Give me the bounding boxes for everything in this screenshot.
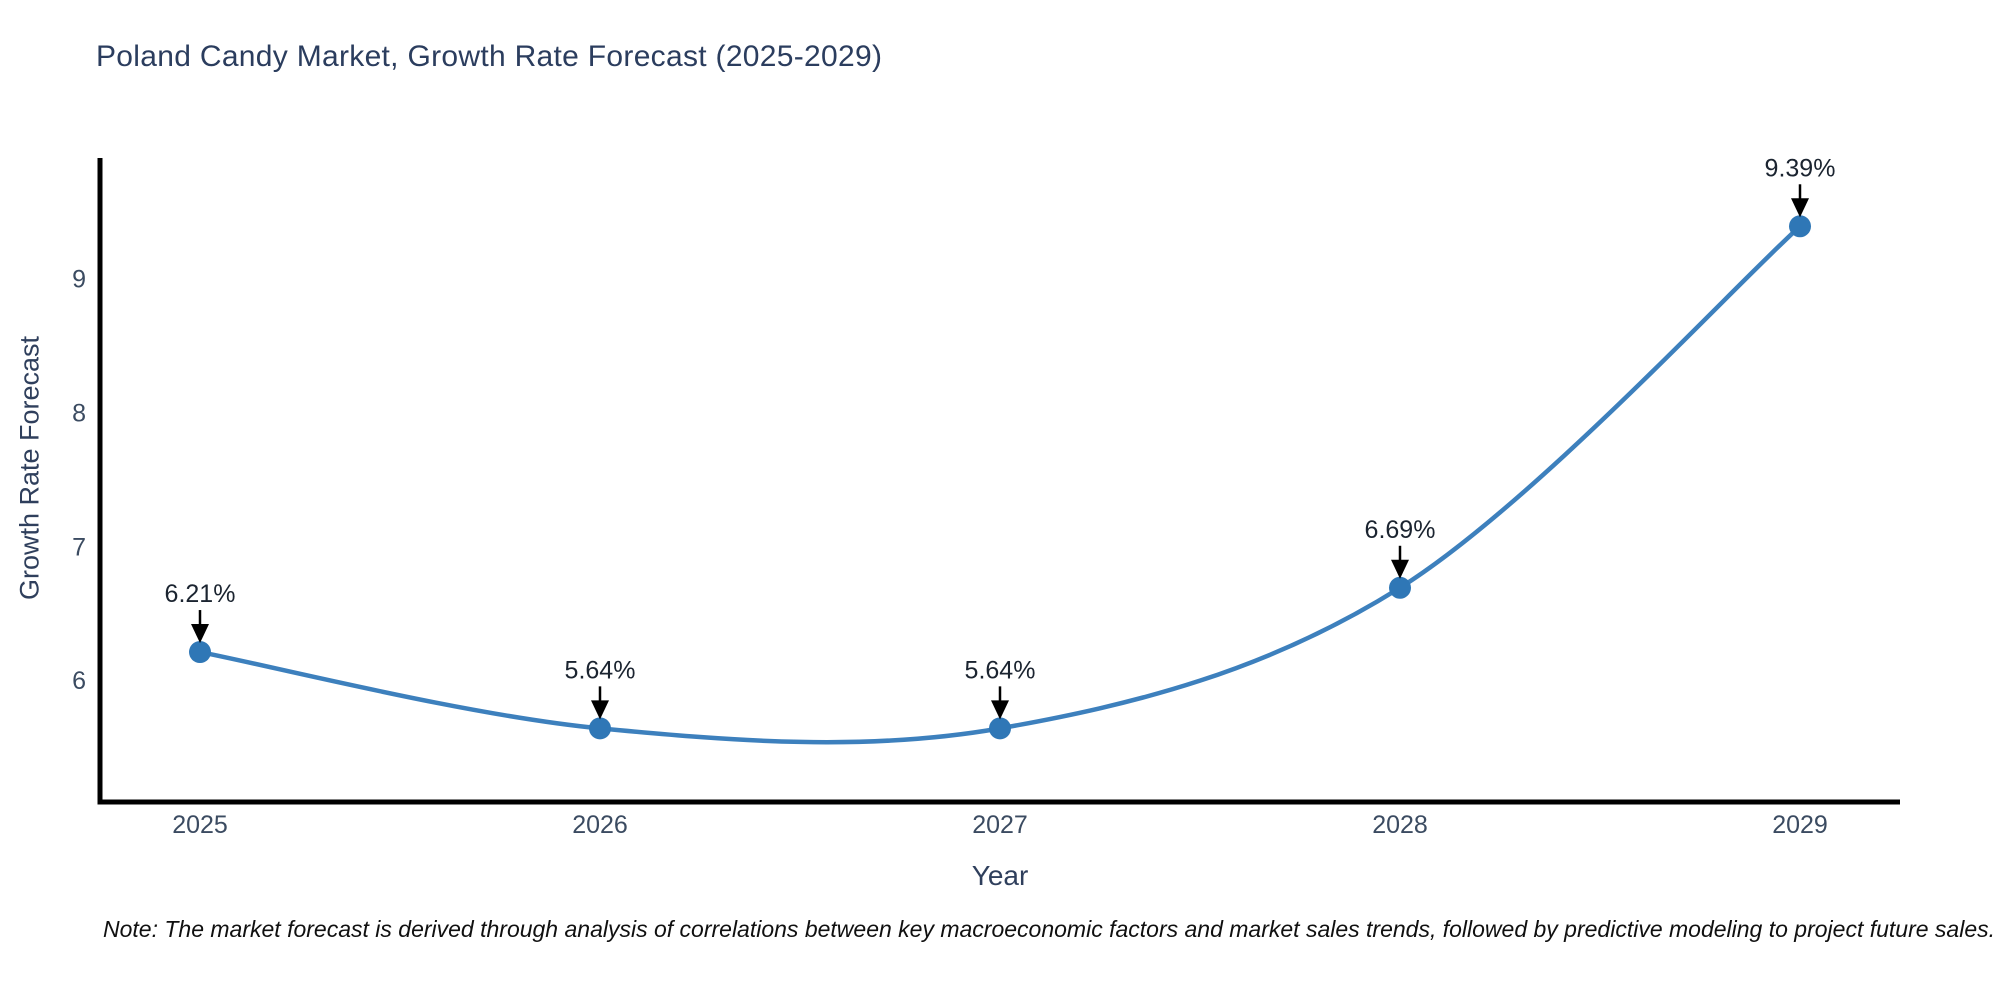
x-tick-label: 2028 (1372, 811, 1428, 839)
y-tick-label: 7 (72, 533, 86, 561)
x-tick-label: 2027 (972, 811, 1028, 839)
x-tick-label: 2029 (1772, 811, 1828, 839)
y-tick-label: 9 (72, 265, 86, 293)
data-point-marker (1389, 576, 1411, 599)
annotation-arrowhead (1791, 198, 1809, 218)
x-axis-title: Year (971, 860, 1029, 891)
annotation-label: 6.69% (1365, 516, 1436, 544)
annotation-arrowhead (591, 700, 609, 720)
y-tick-label: 8 (72, 399, 86, 427)
y-tick-label: 6 (72, 667, 86, 695)
annotation-arrowhead (1391, 559, 1409, 579)
annotation-label: 9.39% (1765, 154, 1836, 182)
x-tick-label: 2026 (572, 811, 628, 839)
annotation-label: 6.21% (165, 580, 236, 608)
data-point-marker (989, 717, 1011, 740)
data-point-marker (189, 641, 211, 664)
annotation-arrowhead (991, 700, 1009, 720)
footnote: Note: The market forecast is derived thr… (103, 916, 1996, 942)
data-point-marker (1789, 215, 1811, 238)
annotation-label: 5.64% (965, 656, 1036, 684)
data-point-marker (589, 717, 611, 740)
x-tick-label: 2025 (172, 811, 228, 839)
y-axis-title: Growth Rate Forecast (14, 335, 45, 601)
chart-title: Poland Candy Market, Growth Rate Forecas… (96, 40, 883, 73)
annotation-label: 5.64% (565, 656, 636, 684)
annotation-arrowhead (191, 624, 209, 644)
